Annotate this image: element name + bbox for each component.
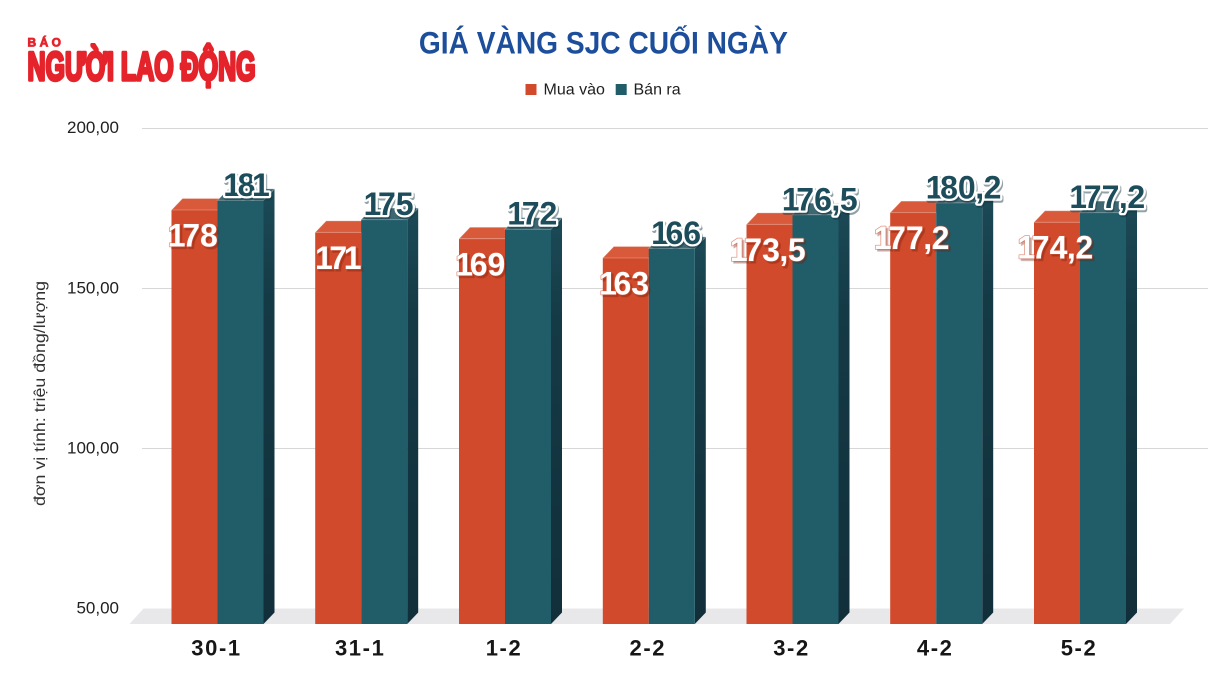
svg-text:4-2: 4-2 — [917, 636, 954, 661]
svg-text:175: 175 — [364, 186, 414, 222]
svg-text:30-1: 30-1 — [191, 636, 241, 661]
svg-text:172: 172 — [507, 196, 557, 232]
svg-text:1-2: 1-2 — [486, 636, 523, 661]
svg-text:50,00: 50,00 — [76, 599, 119, 618]
svg-text:NGƯỜI LAO ĐỘNG: NGƯỜI LAO ĐỘNG — [28, 43, 256, 90]
svg-text:3-2: 3-2 — [773, 636, 810, 661]
svg-text:đơn vị tính: triệu đồng/lượng: đơn vị tính: triệu đồng/lượng — [32, 281, 49, 506]
svg-text:2-2: 2-2 — [629, 636, 666, 661]
svg-text:150,00: 150,00 — [67, 278, 119, 297]
svg-text:174,2: 174,2 — [1017, 230, 1093, 266]
svg-text:171: 171 — [315, 240, 362, 276]
svg-text:31-1: 31-1 — [335, 636, 385, 661]
svg-text:173,5: 173,5 — [730, 232, 806, 268]
svg-text:181: 181 — [223, 167, 270, 203]
svg-text:176,5: 176,5 — [782, 181, 858, 217]
svg-text:166: 166 — [651, 215, 701, 251]
svg-text:177,2: 177,2 — [1069, 179, 1145, 215]
svg-text:Bán ra: Bán ra — [634, 82, 681, 99]
svg-text:178: 178 — [168, 218, 218, 254]
svg-text:177,2: 177,2 — [874, 220, 950, 256]
svg-text:163: 163 — [599, 266, 649, 302]
svg-text:169: 169 — [455, 246, 505, 282]
svg-text:Mua vào: Mua vào — [544, 82, 605, 99]
svg-text:GIÁ VÀNG SJC CUỐI NGÀY: GIÁ VÀNG SJC CUỐI NGÀY — [419, 25, 788, 61]
svg-text:200,00: 200,00 — [67, 118, 119, 137]
svg-text:5-2: 5-2 — [1061, 636, 1098, 661]
svg-text:100,00: 100,00 — [67, 439, 119, 458]
svg-text:BÁO: BÁO — [28, 35, 65, 50]
svg-text:180,2: 180,2 — [926, 169, 1002, 205]
